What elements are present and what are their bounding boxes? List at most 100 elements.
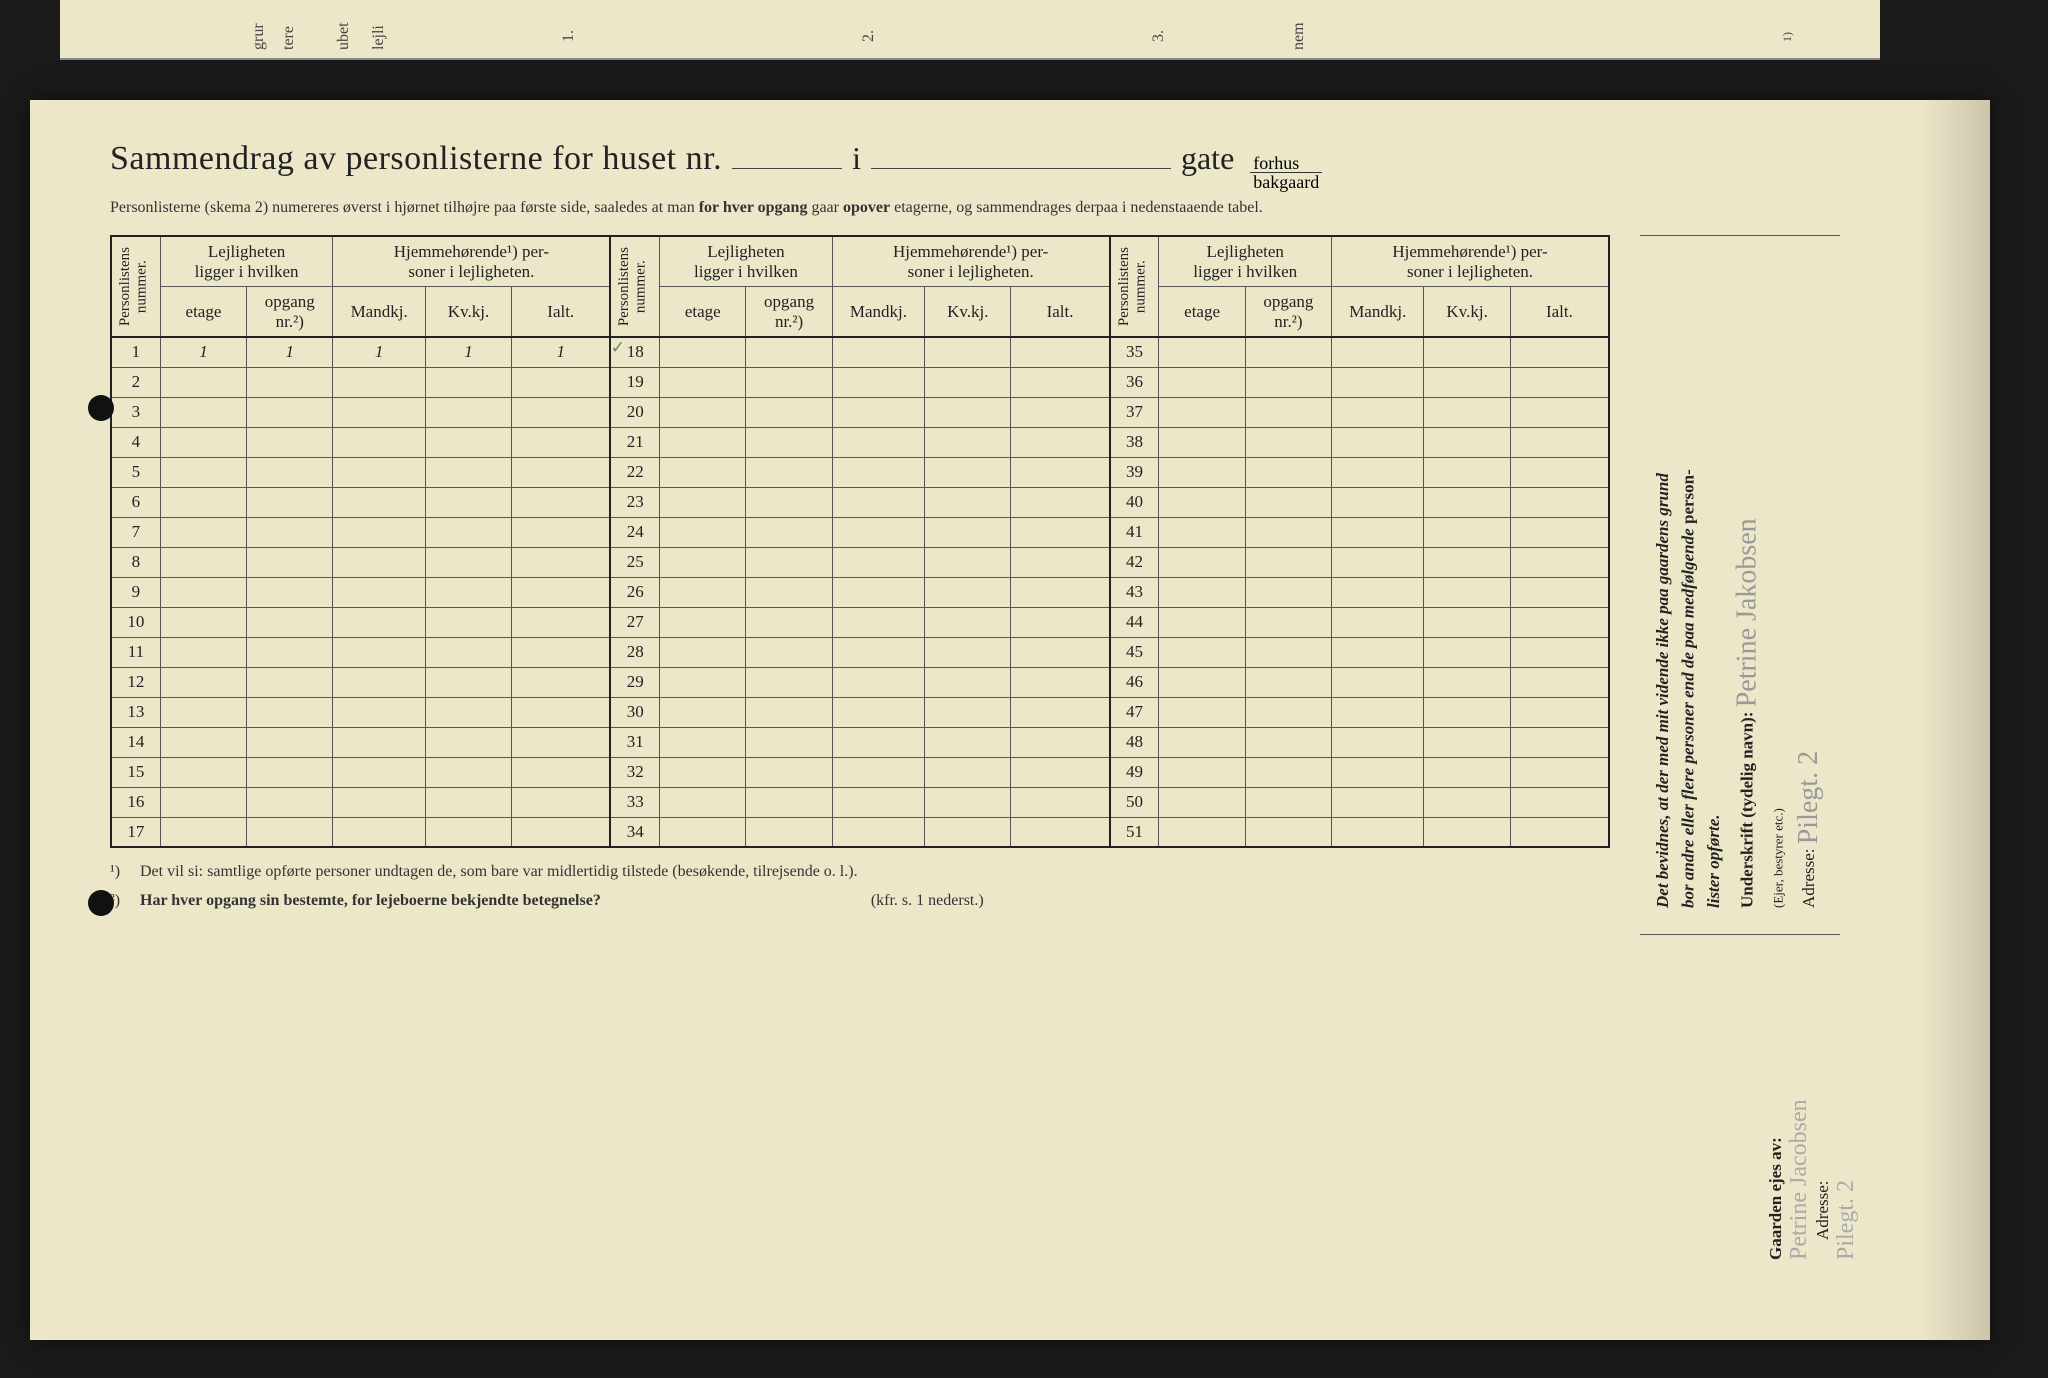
fragment: 3. bbox=[1150, 30, 1168, 42]
cell bbox=[1245, 697, 1331, 727]
cell bbox=[746, 757, 832, 787]
fragment: 1) bbox=[1780, 32, 1795, 42]
header-ialt: Ialt. bbox=[1011, 287, 1110, 338]
attestation-line1: Det bevidnes, at der med mit vidende ikk… bbox=[1650, 262, 1676, 908]
row-number: 51 bbox=[1110, 817, 1159, 847]
fragment: lejli bbox=[370, 25, 388, 50]
cell bbox=[1159, 757, 1245, 787]
cell bbox=[1159, 697, 1245, 727]
cell bbox=[925, 517, 1011, 547]
census-table: Personlistensnummer.Lejlighetenligger i … bbox=[110, 235, 1610, 848]
cell bbox=[1510, 547, 1609, 577]
cell bbox=[660, 517, 746, 547]
cell bbox=[925, 577, 1011, 607]
cell bbox=[1011, 787, 1110, 817]
cell bbox=[247, 517, 333, 547]
cell bbox=[333, 757, 425, 787]
cell bbox=[832, 337, 924, 367]
cell bbox=[1424, 817, 1510, 847]
cell bbox=[746, 547, 832, 577]
cell bbox=[832, 547, 924, 577]
row-number: 28 bbox=[610, 637, 659, 667]
cell bbox=[333, 607, 425, 637]
cell bbox=[832, 697, 924, 727]
cell bbox=[160, 697, 246, 727]
cell bbox=[1332, 757, 1424, 787]
cell bbox=[746, 427, 832, 457]
cell bbox=[1011, 517, 1110, 547]
row-number: 42 bbox=[1110, 547, 1159, 577]
cell bbox=[746, 487, 832, 517]
attestation-line2: bor andre eller flere personer end de pa… bbox=[1676, 262, 1702, 908]
page-edge-shadow bbox=[1920, 100, 1990, 1340]
cell bbox=[333, 727, 425, 757]
census-table-wrapper: Personlistensnummer.Lejlighetenligger i … bbox=[110, 235, 1610, 935]
row-number: 21 bbox=[610, 427, 659, 457]
cell bbox=[1332, 547, 1424, 577]
row-number: 33 bbox=[610, 787, 659, 817]
cell bbox=[247, 607, 333, 637]
cell bbox=[832, 787, 924, 817]
row-number: 4 bbox=[111, 427, 160, 457]
cell bbox=[1159, 817, 1245, 847]
cell bbox=[832, 517, 924, 547]
header-hjemmehorende: Hjemmehørende¹) per-soner i lejligheten. bbox=[832, 236, 1109, 287]
cell bbox=[1424, 697, 1510, 727]
cell bbox=[1245, 577, 1331, 607]
cell bbox=[925, 427, 1011, 457]
cell bbox=[925, 457, 1011, 487]
cell bbox=[1332, 577, 1424, 607]
cell bbox=[1159, 577, 1245, 607]
cell bbox=[1332, 607, 1424, 637]
row-number: 50 bbox=[1110, 787, 1159, 817]
row-number: 3 bbox=[111, 397, 160, 427]
header-opgang: opgangnr.²) bbox=[1245, 287, 1331, 338]
row-number: 20 bbox=[610, 397, 659, 427]
cell bbox=[333, 427, 425, 457]
cell bbox=[333, 637, 425, 667]
row-number: 19 bbox=[610, 367, 659, 397]
cell bbox=[333, 577, 425, 607]
cell bbox=[832, 487, 924, 517]
cell bbox=[832, 607, 924, 637]
cell bbox=[1011, 607, 1110, 637]
row-number: 10 bbox=[111, 607, 160, 637]
cell bbox=[660, 457, 746, 487]
cell bbox=[1011, 457, 1110, 487]
cell bbox=[160, 817, 246, 847]
cell bbox=[832, 457, 924, 487]
cell bbox=[247, 667, 333, 697]
cell bbox=[512, 427, 611, 457]
cell bbox=[1159, 607, 1245, 637]
cell bbox=[1424, 787, 1510, 817]
cell bbox=[1332, 367, 1424, 397]
header-kvkj: Kv.kj. bbox=[925, 287, 1011, 338]
row-number: 23 bbox=[610, 487, 659, 517]
header-kvkj: Kv.kj. bbox=[425, 287, 511, 338]
header-etage: etage bbox=[160, 287, 246, 338]
cell: 1 bbox=[160, 337, 246, 367]
cell bbox=[1159, 517, 1245, 547]
attestation-line3: lister opførte. bbox=[1701, 262, 1727, 908]
cell bbox=[425, 817, 511, 847]
cell bbox=[660, 727, 746, 757]
cell bbox=[660, 637, 746, 667]
cell bbox=[1510, 757, 1609, 787]
cell bbox=[425, 637, 511, 667]
cell bbox=[247, 367, 333, 397]
page-title: Sammendrag av personlisterne for huset n… bbox=[110, 140, 722, 178]
cell bbox=[247, 757, 333, 787]
cell bbox=[1424, 637, 1510, 667]
cell bbox=[512, 517, 611, 547]
cell bbox=[746, 697, 832, 727]
cell bbox=[746, 727, 832, 757]
cell bbox=[1159, 727, 1245, 757]
cell bbox=[1424, 397, 1510, 427]
cell bbox=[1510, 577, 1609, 607]
cell bbox=[425, 457, 511, 487]
prev-page-strip: grur tere ubet lejli 1. 2. 3. nem 1) bbox=[60, 0, 1880, 60]
cell bbox=[660, 577, 746, 607]
cell bbox=[1424, 667, 1510, 697]
cell bbox=[1510, 697, 1609, 727]
punch-hole bbox=[88, 890, 114, 916]
